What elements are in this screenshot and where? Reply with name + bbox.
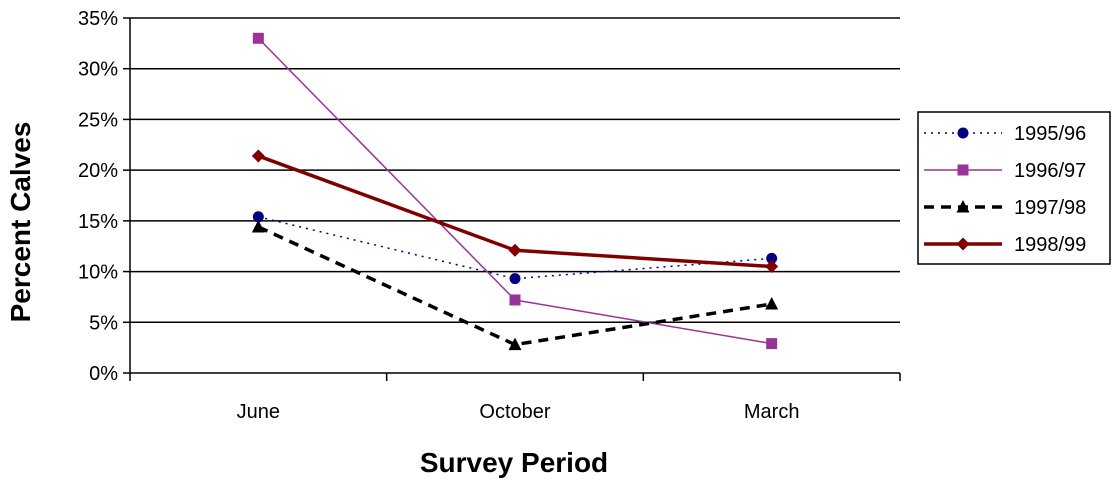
axes <box>123 17 901 381</box>
x-axis-title: Survey Period <box>420 447 608 478</box>
legend-label: 1998/99 <box>1014 234 1086 256</box>
data-point-1998-99-march <box>765 260 779 273</box>
y-tick-label: 15% <box>78 211 118 233</box>
data-point-1995-96-october <box>509 273 521 285</box>
y-tick-label: 20% <box>78 160 118 182</box>
y-axis-title: Percent Calves <box>5 122 36 323</box>
legend-marker-square <box>957 164 969 176</box>
data-point-1997-98-march <box>765 297 779 310</box>
data-point-1998-99-june <box>251 149 265 163</box>
legend-marker-circle <box>957 127 969 139</box>
series-markers <box>251 32 779 351</box>
legend-entry: 1997/98 <box>924 197 1086 219</box>
series-line-1997-98 <box>257 225 772 347</box>
legend-entry: 1998/99 <box>924 234 1086 256</box>
y-tick-labels: 0% 5% 10% 15% 20% 25% 30% 35% <box>78 8 118 385</box>
x-tick-label: March <box>744 401 800 423</box>
legend-label: 1996/97 <box>1014 160 1086 182</box>
data-point-1995-96-march <box>766 252 778 264</box>
legend-label: 1995/96 <box>1014 123 1086 145</box>
legend: 1995/96 1996/97 1997/98 1998/99 <box>917 111 1111 265</box>
y-tick-label: 5% <box>89 312 118 334</box>
series-line-1995-96 <box>258 216 772 280</box>
legend-label: 1997/98 <box>1014 197 1086 219</box>
data-point-1996-97-october <box>509 294 521 306</box>
y-tick-label: 25% <box>78 109 118 131</box>
data-point-1996-97-june <box>252 32 264 44</box>
x-tick-label: October <box>479 401 550 423</box>
data-point-1997-98-october <box>508 337 522 351</box>
y-tick-label: 35% <box>78 8 118 30</box>
legend-marker-triangle <box>956 200 970 213</box>
x-tick-labels: June October March <box>237 401 800 423</box>
legend-entry: 1995/96 <box>924 123 1086 145</box>
legend-items: 1995/96 1996/97 1997/98 1998/99 <box>924 123 1086 256</box>
data-point-1995-96-june <box>252 211 264 223</box>
y-tick-label: 10% <box>78 262 118 284</box>
data-point-1996-97-march <box>766 338 778 350</box>
legend-marker-diamond <box>956 237 970 251</box>
y-tick-label: 30% <box>78 59 118 81</box>
x-tick-label: June <box>237 401 280 423</box>
data-point-1997-98-june <box>251 219 265 233</box>
legend-entry: 1996/97 <box>924 160 1086 182</box>
data-point-1998-99-october <box>508 243 522 257</box>
legend-box <box>917 111 1111 265</box>
y-tick-label: 0% <box>89 363 118 385</box>
